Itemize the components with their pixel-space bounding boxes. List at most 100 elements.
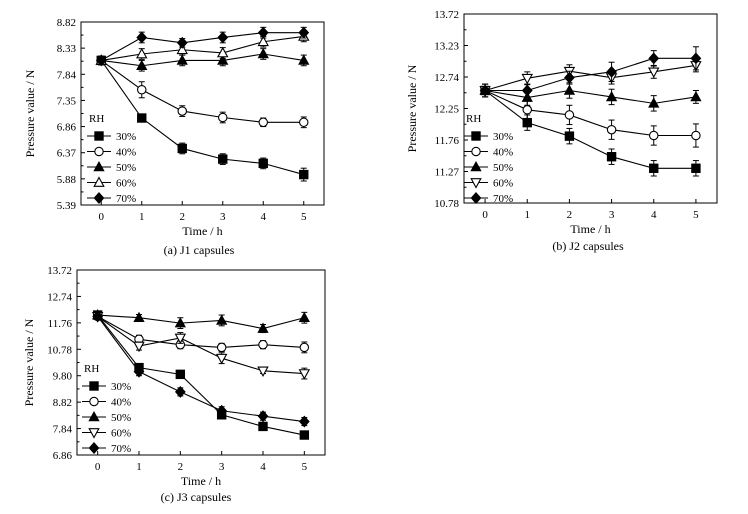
data-point	[133, 365, 145, 378]
series-line	[97, 314, 305, 436]
x-axis-label: Time / h	[181, 474, 221, 488]
series-70pct	[95, 26, 310, 67]
y-tick-label: 5.88	[57, 174, 77, 186]
chart-panel-j1: 5.39 5.88 6.37 6.86 7.35 7.84 8.33 8.82 0 1 2 3 4 5 Ti…	[23, 17, 325, 257]
legend: RH 30% 40% 50% 60% 70%	[87, 113, 136, 205]
y-axis-label: Pressure value / N	[405, 64, 419, 152]
legend-entry: 70%	[493, 193, 513, 205]
legend-entry: 60%	[116, 178, 136, 190]
legend-marker	[88, 442, 100, 454]
series-30pct	[96, 55, 309, 182]
series-70pct	[92, 310, 310, 428]
series-line	[485, 57, 696, 92]
x-axis-label: Time / h	[570, 222, 610, 236]
series-line	[101, 35, 304, 61]
panel-caption: (a) J1 capsules	[164, 243, 235, 257]
data-point	[92, 310, 104, 323]
series-70pct	[479, 46, 702, 98]
panel-caption: (c) J3 capsules	[161, 490, 232, 504]
data-point	[174, 333, 187, 345]
legend: RH 30% 40% 50% 60% 70%	[82, 363, 131, 455]
series-40pct	[92, 311, 310, 354]
data-point	[606, 65, 617, 78]
data-point	[691, 130, 701, 141]
data-point	[257, 35, 269, 47]
data-point	[479, 84, 491, 97]
series-line	[100, 32, 304, 61]
y-tick-label: 6.37	[57, 148, 77, 160]
legend-marker	[470, 160, 482, 172]
data-point	[298, 26, 310, 39]
data-point	[137, 113, 147, 123]
x-axis-label: Time / h	[182, 224, 222, 238]
x-tick-label: 4	[260, 461, 266, 473]
legend-entry: 30%	[111, 381, 131, 393]
y-tick-label: 13.72	[434, 9, 459, 21]
data-point	[136, 31, 148, 44]
x-tick-label: 4	[261, 211, 267, 223]
legend-marker	[471, 131, 481, 141]
data-point	[258, 117, 268, 128]
legend-entry: 60%	[111, 428, 131, 440]
legend-entry: 30%	[116, 131, 136, 143]
x-tick-label: 3	[220, 211, 226, 223]
data-point	[137, 85, 147, 95]
series-60pct	[479, 58, 702, 98]
data-point	[564, 131, 575, 141]
data-point	[133, 311, 145, 323]
series-line	[100, 59, 304, 123]
legend-title: RH	[466, 113, 481, 125]
panel-caption: (b) J2 capsules	[552, 239, 624, 253]
legend-marker	[89, 396, 99, 407]
y-axis-label: Pressure value / N	[22, 318, 36, 406]
y-tick-label: 6.86	[57, 122, 77, 134]
data-point	[216, 342, 227, 353]
legend-marker	[471, 146, 481, 157]
x-tick-label: 0	[482, 209, 488, 221]
data-point	[217, 54, 229, 65]
data-point	[299, 169, 309, 180]
data-point	[136, 59, 148, 71]
data-point	[564, 71, 575, 84]
series-line	[97, 314, 305, 330]
legend-entry: 70%	[111, 443, 131, 455]
legend-entry: 40%	[111, 397, 131, 409]
data-point	[133, 341, 145, 353]
series-50pct	[479, 82, 702, 112]
data-point	[136, 47, 148, 59]
series-line	[484, 89, 696, 137]
data-point	[174, 385, 186, 398]
data-point	[258, 421, 268, 432]
legend-entry: 40%	[116, 147, 136, 159]
data-point	[177, 106, 188, 116]
data-point	[217, 46, 229, 58]
series-40pct	[96, 55, 309, 129]
data-point	[298, 54, 310, 65]
data-point	[174, 317, 186, 328]
series-30pct	[480, 83, 701, 177]
data-point	[648, 67, 660, 79]
data-point	[216, 404, 228, 417]
y-tick-label: 12.74	[434, 72, 459, 84]
y-tick-label: 8.82	[57, 17, 76, 29]
series-60pct	[95, 30, 310, 66]
legend-entry: 60%	[493, 178, 513, 190]
data-point	[298, 415, 310, 428]
data-point	[298, 311, 310, 323]
x-tick-label: 4	[651, 209, 657, 221]
data-point	[217, 31, 229, 44]
legend-entry: 50%	[493, 162, 513, 174]
legend-marker	[88, 428, 100, 439]
legend-marker	[88, 410, 100, 422]
y-tick-label: 10.78	[47, 344, 72, 356]
y-tick-label: 11.76	[48, 318, 73, 330]
y-tick-label: 6.86	[53, 450, 73, 462]
data-point	[258, 158, 268, 169]
plot-frame	[463, 13, 718, 204]
legend-marker	[470, 178, 482, 189]
legend-marker	[93, 192, 105, 204]
x-tick-label: 3	[219, 461, 225, 473]
x-tick-label: 1	[525, 209, 531, 221]
y-tick-label: 12.74	[47, 291, 72, 303]
series-line	[100, 60, 304, 176]
